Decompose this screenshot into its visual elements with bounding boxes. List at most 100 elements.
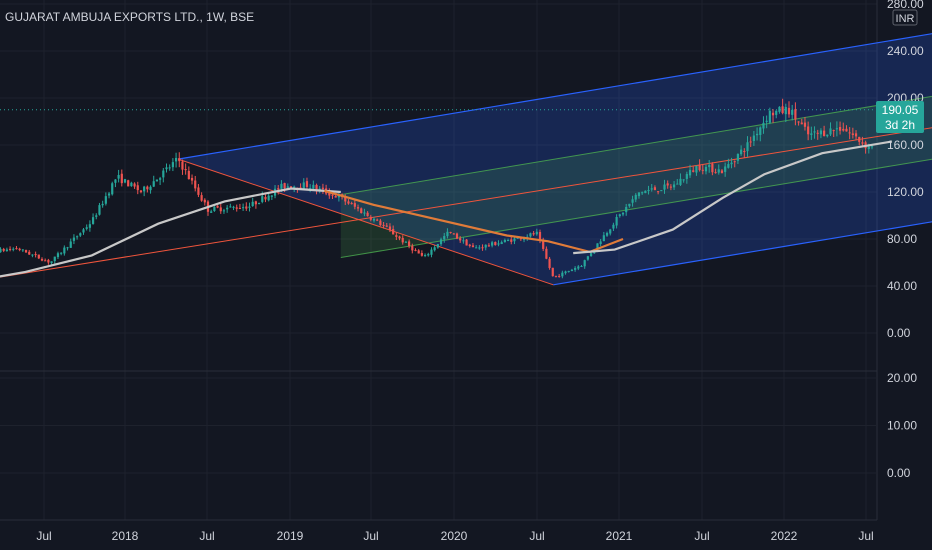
candle-down: [411, 245, 414, 251]
candle-down: [848, 132, 851, 134]
candle-up: [101, 203, 104, 206]
candle-up: [609, 229, 612, 234]
candle-down: [44, 260, 47, 262]
time-tick-label: Jul: [36, 529, 51, 543]
candle-down: [235, 207, 238, 209]
candle-up: [500, 242, 503, 245]
candle-down: [494, 242, 497, 246]
candle-up: [612, 224, 615, 229]
candle-up: [497, 243, 500, 245]
candle-down: [858, 136, 861, 142]
candle-up: [506, 240, 510, 242]
candle-up: [130, 182, 133, 187]
candle-up: [76, 236, 79, 238]
candle-up: [155, 179, 159, 182]
candle-up: [717, 169, 720, 173]
candle-down: [127, 180, 130, 187]
candle-up: [618, 214, 621, 217]
candle-down: [487, 245, 491, 247]
candle-down: [120, 173, 123, 184]
price-tick-label: 0.00: [887, 326, 911, 340]
time-tick-label: 2022: [771, 529, 798, 543]
candle-down: [532, 233, 535, 235]
currency-badge[interactable]: INR: [892, 9, 918, 26]
candle-up: [621, 212, 625, 215]
candle-down: [692, 170, 695, 172]
candle-down: [385, 225, 388, 227]
indicator-pane: [0, 377, 877, 474]
candle-down: [714, 172, 717, 174]
candle-down: [401, 237, 404, 243]
candle-up: [63, 247, 66, 254]
candle-down: [749, 141, 752, 143]
candle-up: [644, 190, 647, 194]
candle-down: [720, 170, 724, 174]
candle-up: [685, 174, 688, 179]
candle-up: [433, 247, 436, 251]
candle-up: [634, 194, 637, 200]
time-tick-label: Jul: [694, 529, 709, 543]
candle-down: [2, 248, 5, 251]
candle-up: [88, 224, 91, 228]
candle-down: [331, 194, 334, 196]
candle-up: [72, 237, 76, 241]
candle-down: [842, 128, 845, 131]
time-tick-label: Jul: [199, 529, 214, 543]
moving-averages: [0, 140, 893, 278]
time-tick-label: 2020: [441, 529, 468, 543]
price-axis[interactable]: 280.00240.00200.00160.00120.0080.0040.00…: [887, 0, 924, 480]
candle-up: [91, 217, 95, 224]
candle-down: [465, 239, 468, 246]
candle-up: [724, 166, 727, 172]
candle-up: [475, 247, 478, 249]
candle-down: [468, 244, 471, 246]
candle-up: [491, 242, 494, 246]
candle-down: [277, 188, 280, 190]
time-axis[interactable]: Jul 2018 Jul 2019 Jul 2020 Jul 2021 Jul 2022 Jul: [36, 529, 873, 543]
candle-down: [510, 239, 513, 242]
pitchfork-channel: [0, 33, 932, 286]
candle-down: [328, 192, 331, 196]
candle-down: [417, 250, 420, 254]
candle-up: [111, 183, 114, 195]
candle-down: [245, 206, 248, 209]
candle-up: [404, 241, 408, 243]
pitchfork-handle-line: [177, 158, 554, 286]
time-tick-label: Jul: [529, 529, 544, 543]
svg-text:INR: INR: [896, 13, 915, 25]
candle-up: [309, 188, 312, 190]
candle-up: [312, 184, 315, 189]
price-tick-label: 160.00: [887, 138, 924, 152]
price-tick-label: 120.00: [887, 185, 924, 199]
candle-up: [561, 272, 564, 277]
price-tick-label: 40.00: [887, 279, 917, 293]
candle-down: [376, 219, 379, 221]
pitchfork-median-line: [0, 127, 932, 278]
candle-up: [242, 207, 245, 209]
candle-up: [213, 206, 216, 211]
candle-down: [420, 253, 423, 256]
candle-down: [481, 247, 484, 249]
candle-down: [254, 201, 257, 205]
candle-down: [698, 164, 701, 171]
candle-down: [146, 186, 149, 190]
candle-down: [803, 122, 807, 127]
candle-up: [663, 184, 666, 190]
candle-down: [554, 275, 558, 277]
candle-up: [82, 229, 85, 233]
candle-up: [708, 164, 711, 168]
time-tick-label: 2018: [112, 529, 139, 543]
candle-up: [95, 215, 98, 217]
candle-down: [797, 121, 800, 123]
candle-up: [778, 106, 781, 112]
price-tick-label: 280.00: [887, 0, 924, 11]
candle-down: [414, 249, 417, 251]
candle-down: [283, 183, 286, 189]
candle-up: [104, 196, 107, 204]
candle-down: [551, 267, 554, 277]
candle-up: [762, 122, 765, 129]
candle-up: [625, 207, 628, 213]
candle-up: [647, 190, 650, 192]
candle-down: [28, 251, 31, 255]
